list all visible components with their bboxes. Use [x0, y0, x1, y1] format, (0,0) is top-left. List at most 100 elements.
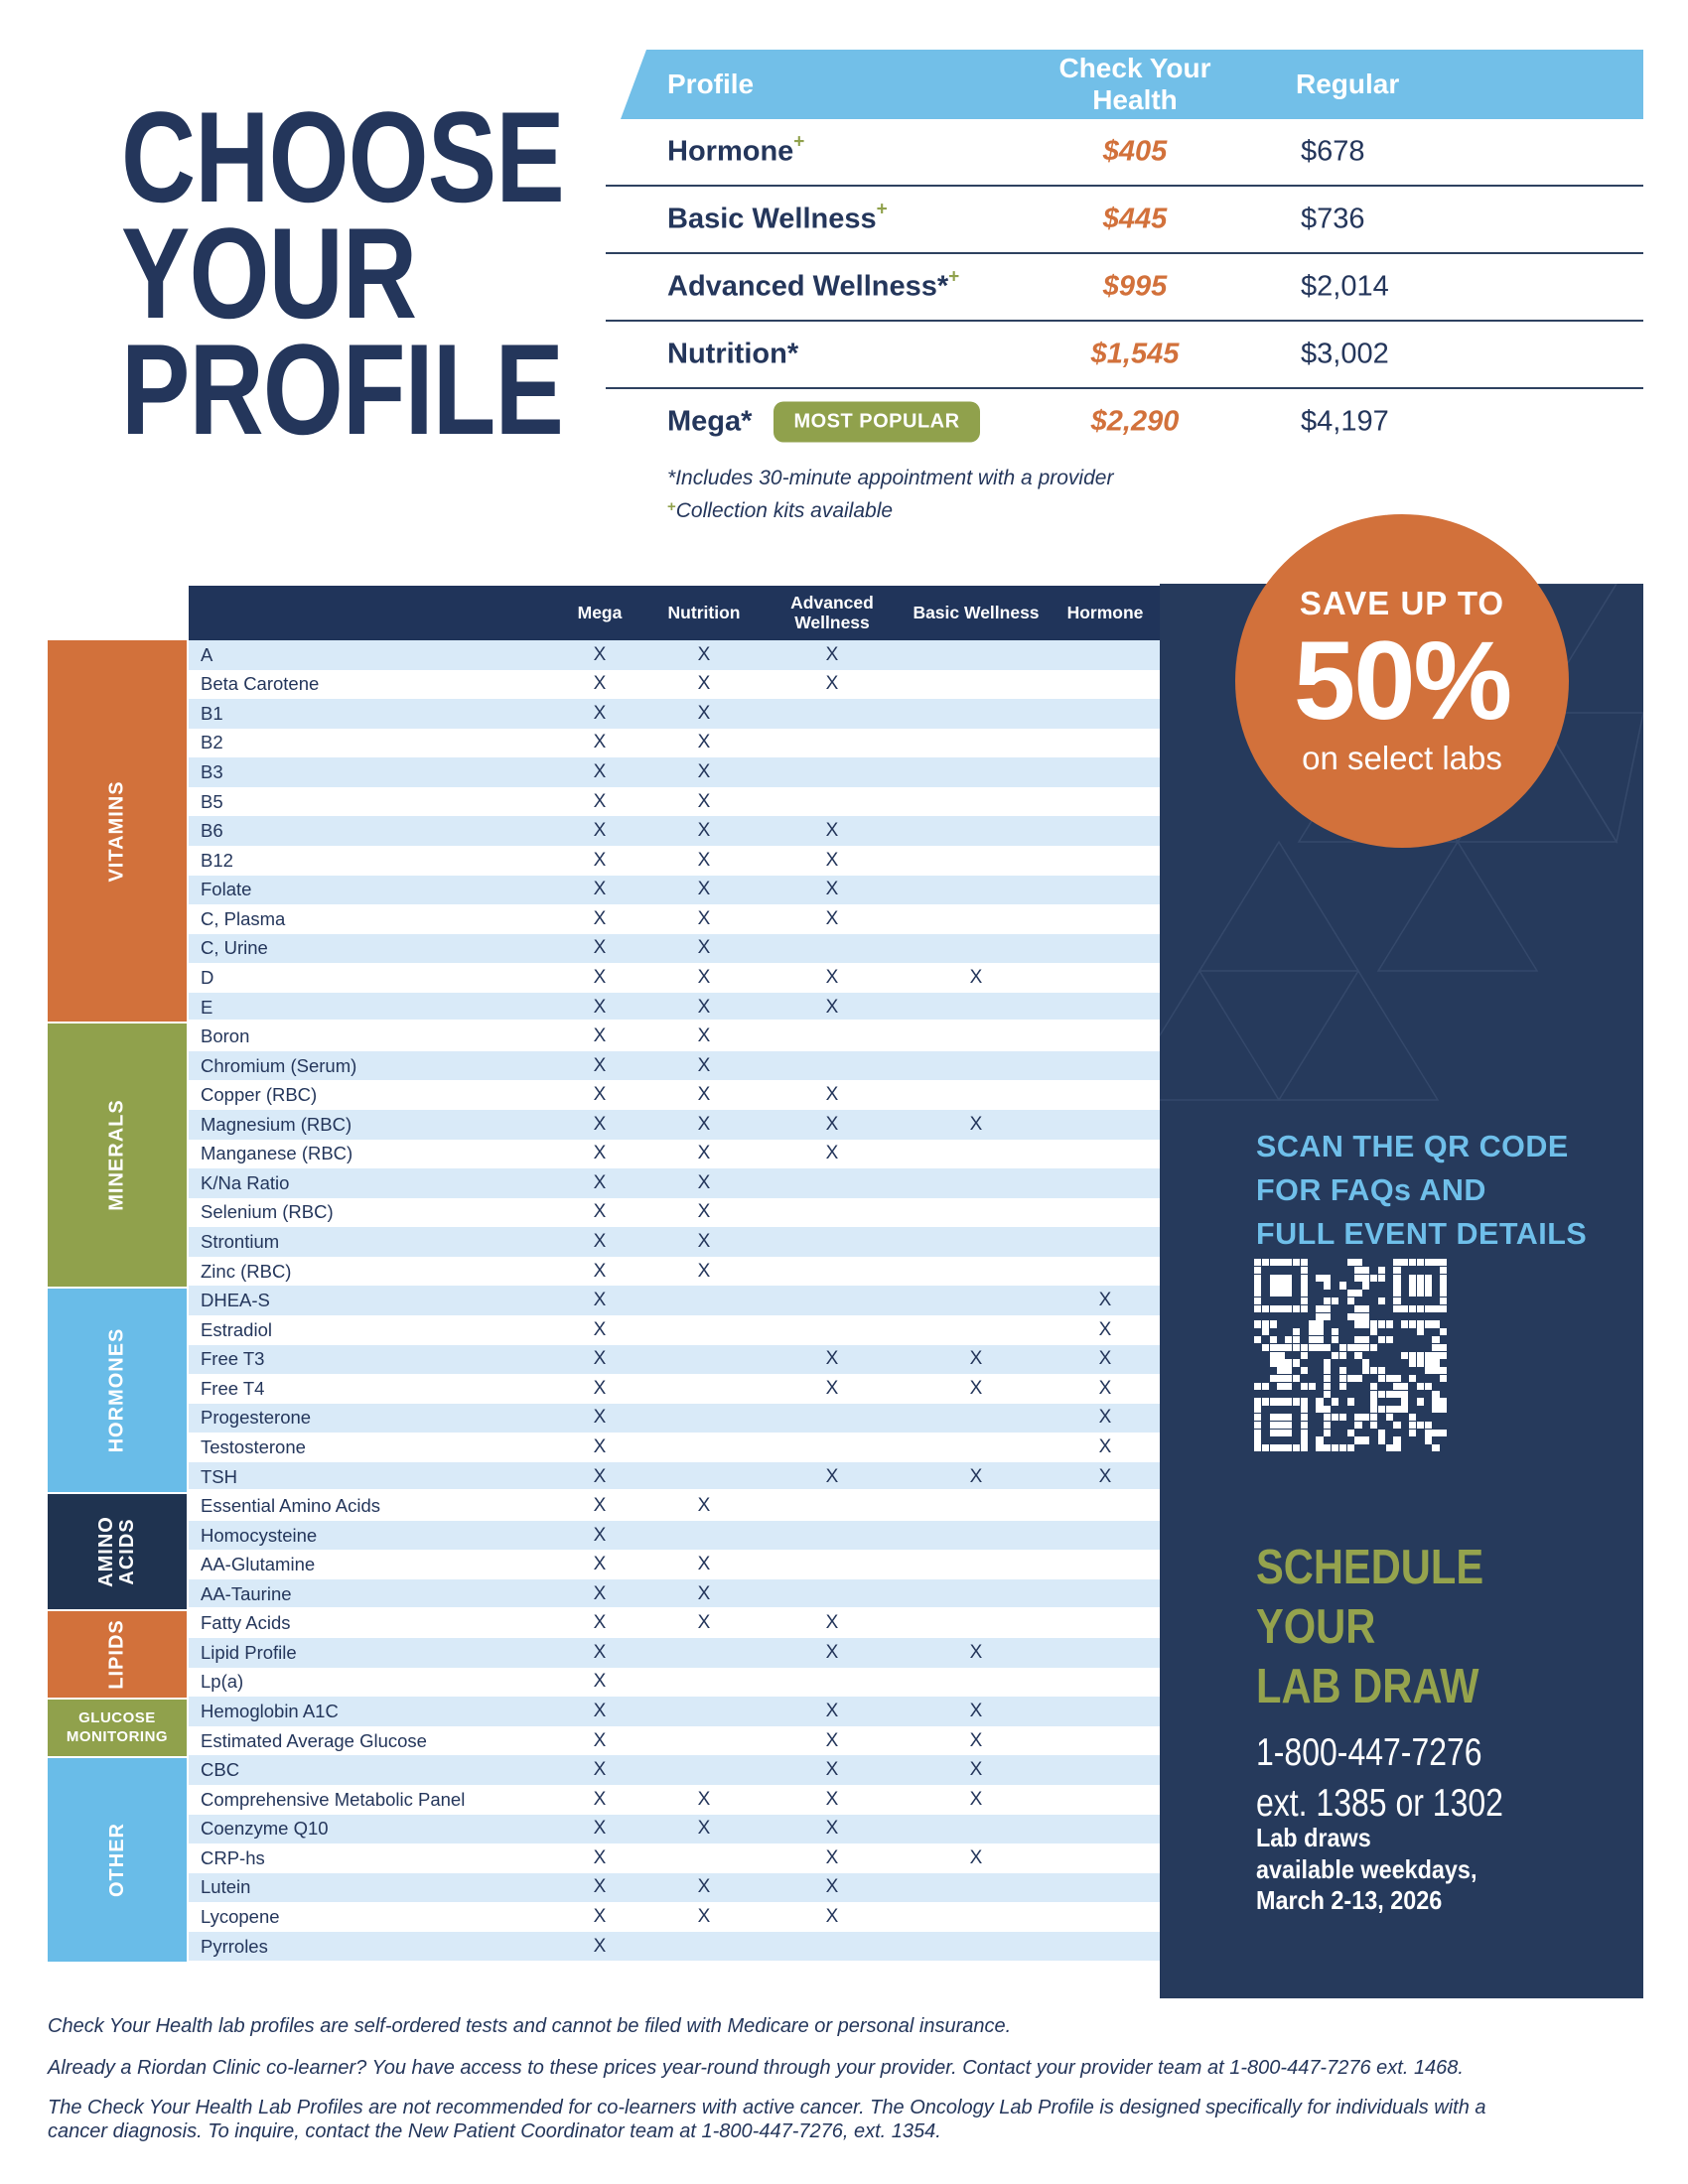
matrix-cell: X	[593, 996, 607, 1018]
matrix-header-basic-wellness: Basic Wellness	[913, 602, 1040, 622]
pricing-footnotes: *Includes 30-minute appointment with a p…	[667, 463, 1113, 527]
lab-draw-note: Lab draws available weekdays, March 2-13…	[1256, 1823, 1477, 1917]
table-row: B5 X X	[189, 786, 1160, 817]
matrix-cell: X	[825, 1759, 839, 1781]
profile-name: Basic Wellness +	[667, 199, 888, 236]
matrix-cell: X	[593, 1641, 607, 1663]
matrix-cell: X	[825, 849, 839, 871]
matrix-cell: X	[969, 1701, 983, 1722]
matrix-cell: X	[697, 1113, 711, 1135]
matrix-cell: X	[697, 1260, 711, 1282]
matrix-cell: X	[593, 1612, 607, 1634]
pricing-header-bar: Profile Check Your Health Regular	[621, 50, 1643, 119]
matrix-header-advanced-wellness: Advanced Wellness	[790, 592, 874, 632]
save-badge-line1: SAVE UP TO	[1299, 584, 1505, 621]
matrix-cell: X	[825, 1876, 839, 1898]
category-lipids: LIPIDS	[48, 1608, 187, 1698]
test-name: TSH	[201, 1465, 237, 1487]
check-your-health-price: $445	[1102, 203, 1168, 235]
asterisk-marker: *	[741, 405, 753, 438]
matrix-cell: X	[593, 1935, 607, 1957]
matrix-cell: X	[969, 1846, 983, 1868]
matrix-cell: X	[1098, 1465, 1112, 1487]
table-row: Hemoglobin A1C X X X	[189, 1697, 1160, 1726]
table-row: B2 X X	[189, 728, 1160, 758]
test-name: Free T3	[201, 1348, 265, 1370]
matrix-cell: X	[969, 1759, 983, 1781]
matrix-cell: X	[697, 1171, 711, 1193]
matrix-cell: X	[593, 1025, 607, 1047]
regular-price: $2,014	[1301, 270, 1389, 303]
regular-price: $678	[1301, 135, 1365, 168]
matrix-cell: X	[697, 966, 711, 988]
table-row: Lutein X X X	[189, 1872, 1160, 1903]
matrix-cell: X	[593, 820, 607, 842]
profile-name: Mega * MOST POPULAR	[667, 401, 980, 443]
test-name: AA-Glutamine	[201, 1554, 316, 1575]
matrix-cell: X	[593, 1113, 607, 1135]
regular-price: $3,002	[1301, 338, 1389, 370]
matrix-cell: X	[593, 1435, 607, 1457]
table-row: CBC X X X	[189, 1755, 1160, 1785]
matrix-cell: X	[697, 879, 711, 900]
test-name: Zinc (RBC)	[201, 1260, 292, 1282]
matrix-cell: X	[697, 1554, 711, 1575]
matrix-cell: X	[593, 1729, 607, 1751]
matrix-cell: X	[593, 1290, 607, 1311]
test-name: K/Na Ratio	[201, 1171, 290, 1193]
test-name: E	[201, 996, 213, 1018]
matrix-cell: X	[1098, 1435, 1112, 1457]
matrix-cell: X	[593, 1582, 607, 1604]
test-name: Homocysteine	[201, 1524, 318, 1546]
matrix-cell: X	[825, 1701, 839, 1722]
pricing-row: Advanced Wellness * + $995 $2,014	[606, 252, 1643, 320]
test-name: Estimated Average Glucose	[201, 1729, 427, 1751]
info-panel: SAVE UP TO 50% on select labs SCAN THE Q…	[1160, 514, 1643, 1998]
category-hormones: HORMONES	[48, 1286, 187, 1492]
table-row: Lipid Profile X X X	[189, 1638, 1160, 1668]
asterisk-marker: *	[936, 270, 949, 303]
table-row: AA-Glutamine X X	[189, 1550, 1160, 1579]
matrix-cell: X	[825, 1905, 839, 1927]
title-line: PROFILE	[121, 317, 564, 462]
test-name: C, Plasma	[201, 907, 286, 929]
pricing-row: Mega * MOST POPULAR $2,290 $4,197	[606, 387, 1643, 455]
phone-ext-line: ext. 1385 or 1302	[1256, 1782, 1503, 1826]
table-row: Copper (RBC) X X X	[189, 1080, 1160, 1110]
matrix-cell: X	[825, 996, 839, 1018]
page-title: CHOOSE YOUR PROFILE	[121, 92, 565, 462]
regular-price: $4,197	[1301, 405, 1389, 438]
table-row: Homocysteine X	[189, 1520, 1160, 1551]
category-label: MINERALS	[105, 1099, 128, 1211]
table-row: AA-Taurine X X	[189, 1579, 1160, 1609]
qr-instructions-line: SCAN THE QR CODE	[1256, 1130, 1569, 1163]
most-popular-badge: MOST POPULAR	[774, 401, 980, 443]
regular-price: $736	[1301, 203, 1365, 235]
matrix-cell: X	[969, 1641, 983, 1663]
matrix-cell: X	[1098, 1318, 1112, 1340]
test-name: B12	[201, 849, 233, 871]
profile-name-text: Advanced Wellness	[667, 270, 937, 303]
matrix-cell: X	[593, 1846, 607, 1868]
table-row: CRP-hs X X X	[189, 1843, 1160, 1873]
schedule-heading-line: YOUR	[1256, 1599, 1376, 1654]
matrix-cell: X	[593, 1143, 607, 1164]
matrix-cell: X	[697, 1231, 711, 1253]
test-name: Coenzyme Q10	[201, 1818, 329, 1840]
matrix-cell: X	[697, 1054, 711, 1076]
matrix-cell: X	[697, 849, 711, 871]
check-your-health-price: $1,545	[1090, 338, 1180, 370]
matrix-header-hormone: Hormone	[1066, 602, 1144, 622]
matrix-cell: X	[825, 1465, 839, 1487]
save-badge-percent: 50%	[1293, 617, 1512, 743]
matrix-cell: X	[969, 1465, 983, 1487]
matrix-cell: X	[593, 1671, 607, 1693]
check-your-health-price: $2,290	[1090, 405, 1180, 438]
qr-instructions: SCAN THE QR CODE FOR FAQs AND FULL EVENT…	[1256, 1125, 1587, 1257]
matrix-cell: X	[593, 1818, 607, 1840]
matrix-cell: X	[697, 996, 711, 1018]
matrix-cell: X	[697, 1876, 711, 1898]
matrix-cell: X	[825, 1377, 839, 1399]
plus-marker: +	[876, 199, 888, 219]
